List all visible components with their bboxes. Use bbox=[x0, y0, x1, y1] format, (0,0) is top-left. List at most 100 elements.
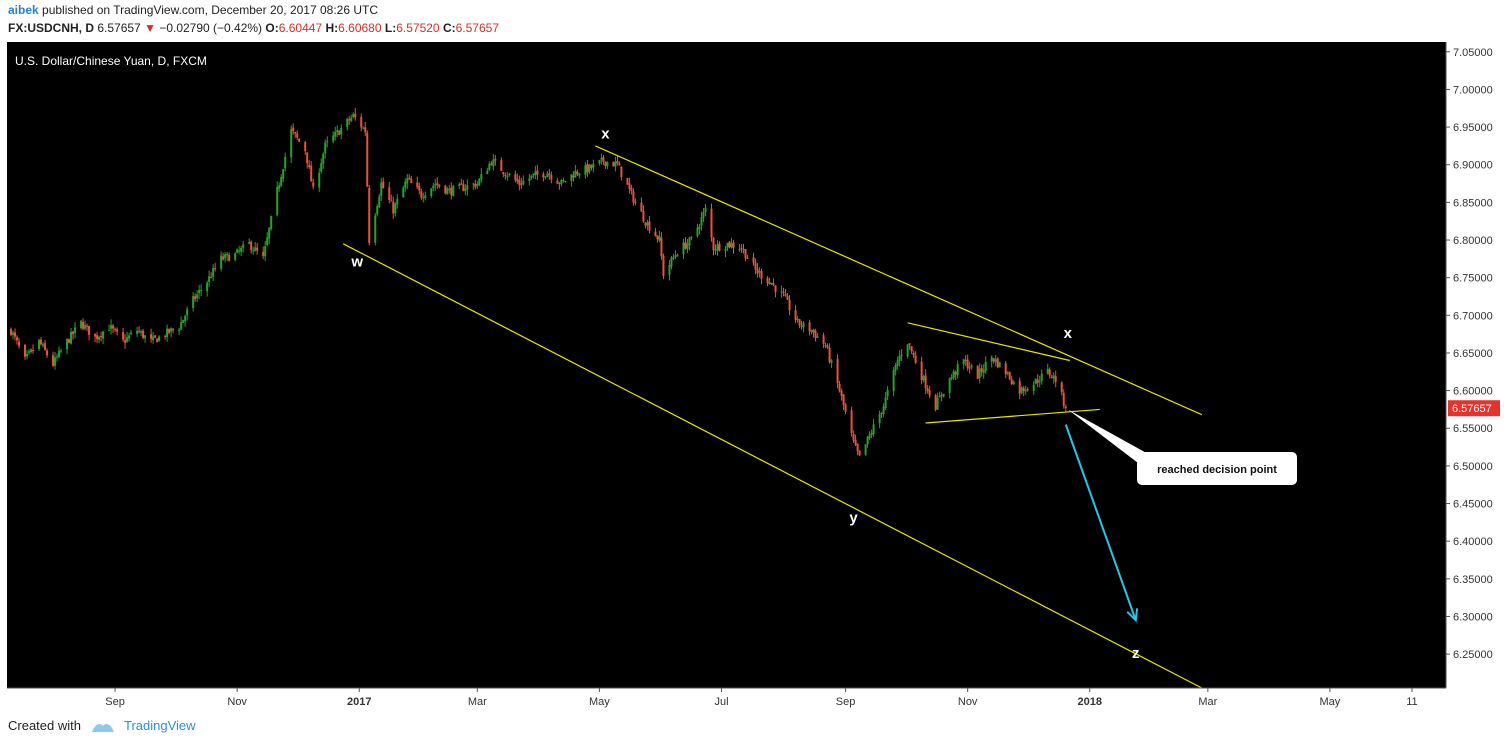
low-label: L: bbox=[384, 21, 397, 35]
candle-body bbox=[476, 183, 479, 186]
candle-body bbox=[26, 353, 29, 357]
candle-body bbox=[880, 412, 883, 414]
time-tick-label: 2018 bbox=[1078, 696, 1102, 708]
callout-pointer bbox=[1067, 409, 1150, 466]
candle-body bbox=[852, 433, 855, 441]
channel-lower-line bbox=[342, 243, 1203, 689]
candle-body bbox=[418, 185, 421, 191]
candle-body bbox=[68, 339, 71, 343]
candle-body bbox=[292, 127, 295, 132]
published-text: published on TradingView.com, December 2… bbox=[42, 3, 379, 17]
chart-title: U.S. Dollar/Chinese Yuan, D, FXCM bbox=[15, 54, 207, 68]
down-triangle-icon: ▼ bbox=[144, 21, 156, 35]
arrow-head-icon bbox=[1126, 608, 1139, 623]
candle-body bbox=[658, 236, 661, 241]
candle-body bbox=[58, 350, 61, 357]
price-tick-label: 7.05000 bbox=[1453, 47, 1493, 59]
candle-body bbox=[868, 434, 871, 439]
tradingview-link[interactable]: TradingView bbox=[124, 718, 196, 733]
candle-body bbox=[336, 130, 339, 132]
candle-body bbox=[362, 127, 365, 129]
candle-body bbox=[740, 247, 743, 249]
time-tick-label: May bbox=[589, 696, 610, 708]
time-tick-label: Sep bbox=[105, 696, 125, 708]
candle-body bbox=[248, 241, 251, 244]
candle-body bbox=[928, 390, 931, 396]
candle-body bbox=[584, 165, 587, 175]
candle-body bbox=[460, 183, 463, 185]
candle-body bbox=[672, 257, 675, 259]
candle-body bbox=[676, 254, 679, 257]
high-value: 6.60680 bbox=[338, 21, 382, 35]
time-tick-label: Nov bbox=[227, 696, 247, 708]
candle-body bbox=[144, 335, 147, 339]
candle-body bbox=[718, 243, 721, 251]
candle-body bbox=[474, 184, 477, 188]
candle-body bbox=[628, 183, 631, 189]
price-tick-label: 6.25000 bbox=[1453, 649, 1493, 661]
candle-body bbox=[984, 361, 987, 372]
candle-body bbox=[208, 276, 211, 282]
candle-body bbox=[808, 322, 811, 332]
candle-body bbox=[488, 163, 491, 170]
low-value: 6.57520 bbox=[396, 21, 440, 35]
candle-body bbox=[490, 163, 493, 165]
candle-body bbox=[838, 383, 841, 392]
candle-body bbox=[296, 133, 299, 138]
candle-body bbox=[550, 174, 553, 180]
candle-body bbox=[220, 255, 223, 269]
price-tick-label: 6.50000 bbox=[1453, 461, 1493, 473]
candle-body bbox=[600, 157, 603, 160]
candle-body bbox=[1052, 375, 1055, 379]
candle-body bbox=[338, 130, 341, 135]
candle-body bbox=[500, 160, 503, 172]
candle-body bbox=[80, 320, 83, 329]
candle-body bbox=[152, 336, 155, 341]
author-link[interactable]: aibek bbox=[8, 3, 39, 17]
candle-body bbox=[420, 191, 423, 198]
plot-background bbox=[7, 42, 1446, 688]
candle-body bbox=[240, 247, 243, 252]
candle-body bbox=[114, 328, 117, 330]
candle-body bbox=[562, 180, 565, 182]
candle-body bbox=[516, 178, 519, 182]
candle-body bbox=[432, 185, 435, 189]
candle-body bbox=[752, 257, 755, 263]
last-price-tag-label: 6.57657 bbox=[1452, 403, 1492, 415]
candle-body bbox=[840, 390, 843, 396]
candle-body bbox=[122, 332, 125, 340]
price-axis: 7.05000 7.00000 6.95000 6.90000 6.85000 6.800… bbox=[1445, 42, 1500, 688]
candle-body bbox=[298, 138, 301, 142]
candle-body bbox=[10, 329, 13, 335]
triangle-upper-line bbox=[907, 322, 1070, 362]
candle-body bbox=[726, 242, 729, 249]
wave-label: x bbox=[601, 125, 610, 142]
candle-body bbox=[88, 325, 91, 335]
candle-body bbox=[670, 257, 673, 267]
candle-body bbox=[408, 177, 411, 179]
candle-body bbox=[606, 162, 609, 167]
candle-body bbox=[446, 188, 449, 195]
candle-body bbox=[542, 173, 545, 178]
candle-body bbox=[884, 397, 887, 408]
time-tick-label: 2017 bbox=[347, 696, 371, 708]
candle-body bbox=[238, 250, 241, 252]
candle-body bbox=[82, 321, 85, 329]
candle-body bbox=[354, 113, 357, 118]
candle-body bbox=[200, 290, 203, 292]
candle-body bbox=[42, 344, 45, 346]
channel-upper-line bbox=[595, 145, 1203, 416]
candle-body bbox=[684, 242, 687, 249]
price-tick-label: 6.95000 bbox=[1453, 122, 1493, 134]
candle-body bbox=[802, 322, 805, 328]
candle-body bbox=[60, 350, 63, 352]
candle-body bbox=[1046, 368, 1049, 374]
candle-body bbox=[1036, 379, 1039, 383]
candle-body bbox=[682, 242, 685, 255]
candle-body bbox=[334, 131, 337, 137]
candle-body bbox=[872, 424, 875, 435]
candle-body bbox=[340, 127, 343, 135]
candle-body bbox=[320, 163, 323, 172]
candle-body bbox=[898, 355, 901, 361]
